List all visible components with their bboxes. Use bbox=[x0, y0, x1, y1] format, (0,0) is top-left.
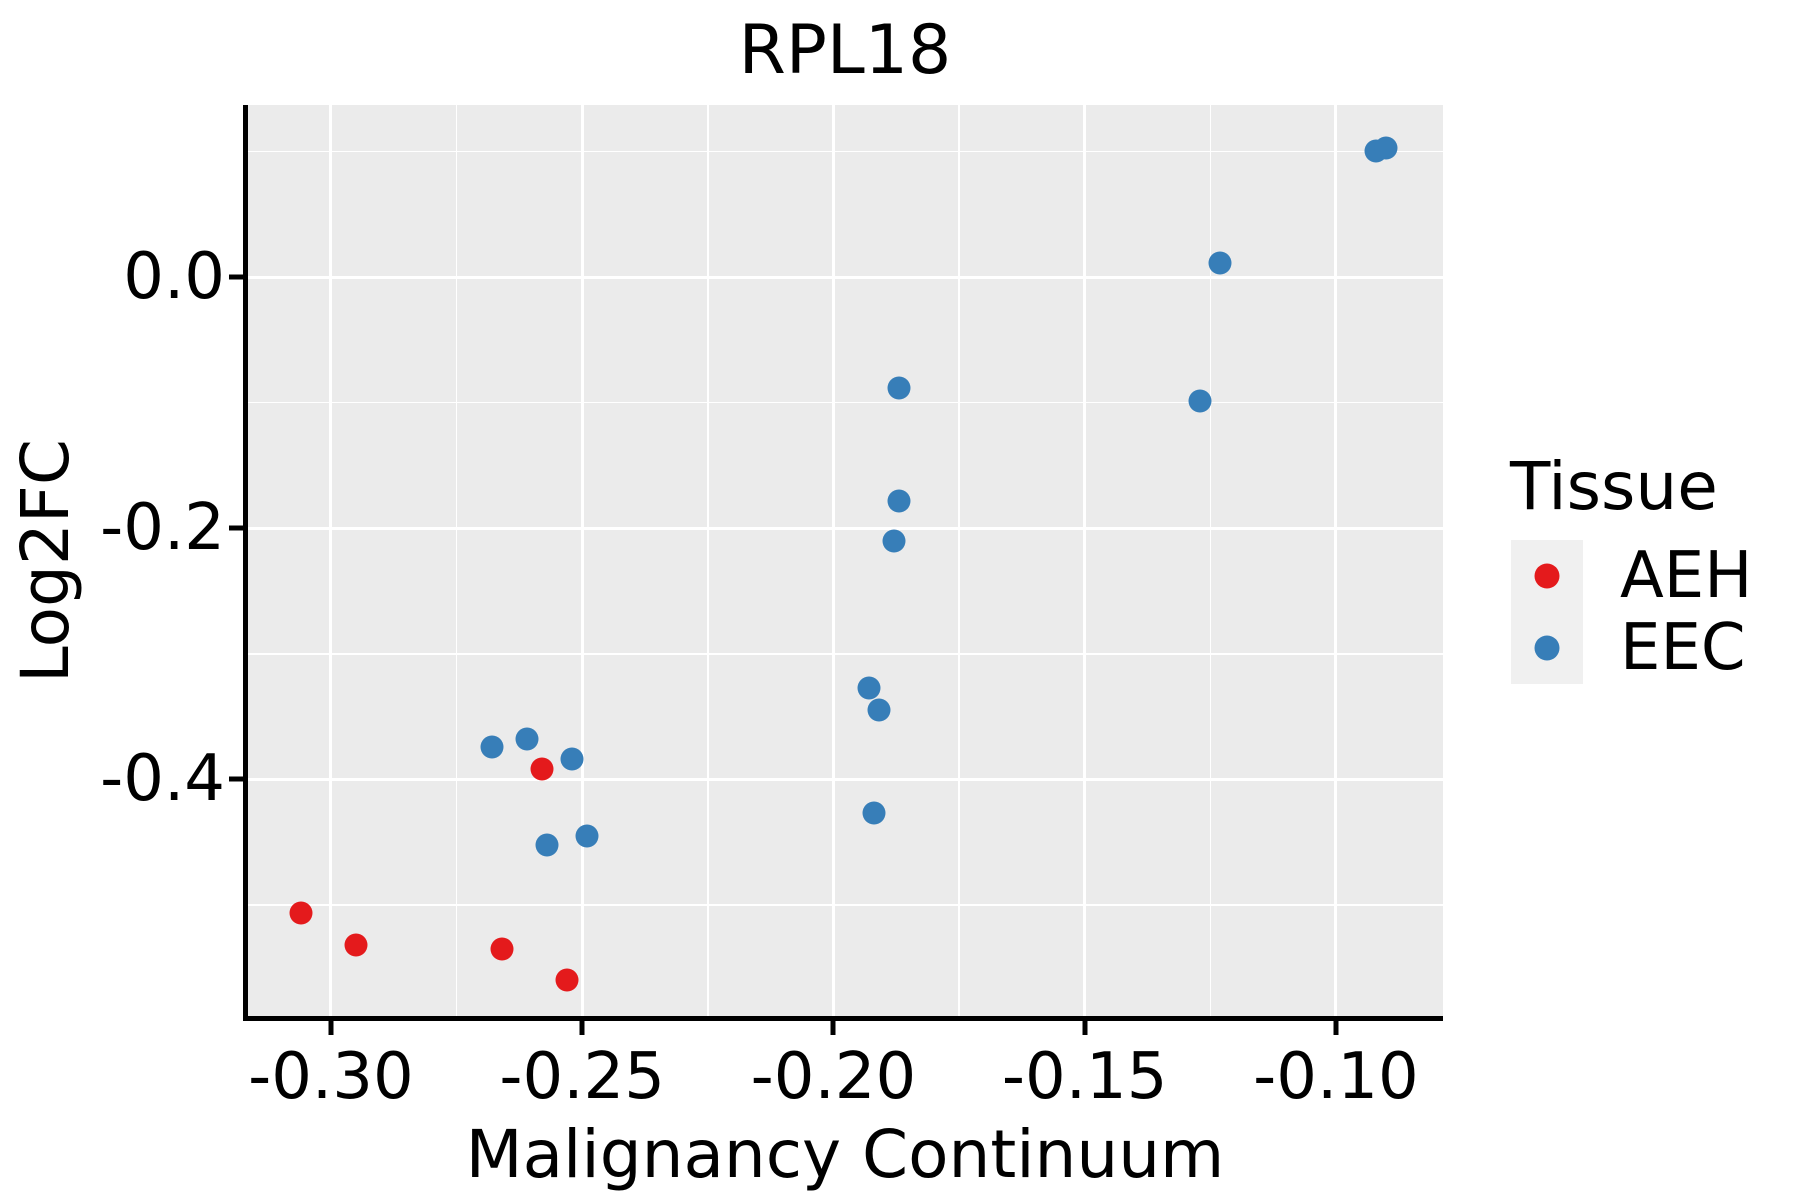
data-point-aeh bbox=[344, 933, 368, 957]
data-point-aeh bbox=[530, 757, 554, 781]
data-point-eec bbox=[1208, 251, 1232, 275]
x-minor-gridline bbox=[455, 105, 458, 1018]
data-point-eec bbox=[560, 747, 584, 771]
x-major-gridline bbox=[329, 105, 333, 1018]
x-major-gridline bbox=[580, 105, 584, 1018]
data-point-eec bbox=[862, 801, 886, 825]
legend-labels: AEH EEC bbox=[1620, 540, 1752, 684]
data-point-eec bbox=[480, 735, 504, 759]
y-tick-label: 0.0 bbox=[123, 240, 225, 315]
y-tick-label: -0.4 bbox=[100, 742, 225, 817]
x-tick-mark bbox=[1333, 1021, 1339, 1035]
y-tick-mark bbox=[229, 776, 243, 782]
data-point-aeh bbox=[555, 968, 579, 992]
plot-panel bbox=[247, 105, 1443, 1018]
data-point-eec bbox=[887, 376, 911, 400]
plot-title: RPL18 bbox=[738, 11, 952, 90]
x-axis-line bbox=[243, 1016, 1443, 1021]
y-tick-mark bbox=[229, 525, 243, 531]
eec-point-icon bbox=[1534, 635, 1560, 661]
legend-title: Tissue bbox=[1510, 448, 1718, 525]
x-tick-mark bbox=[1082, 1021, 1088, 1035]
y-axis-line bbox=[243, 105, 248, 1021]
y-axis-title: Log2FC bbox=[7, 439, 84, 683]
data-point-eec bbox=[867, 698, 891, 722]
x-minor-gridline bbox=[1209, 105, 1212, 1018]
x-tick-mark bbox=[830, 1021, 836, 1035]
y-major-gridline bbox=[247, 526, 1443, 530]
legend-label-eec: EEC bbox=[1620, 611, 1746, 685]
x-major-gridline bbox=[1334, 105, 1338, 1018]
data-point-eec bbox=[1188, 389, 1212, 413]
data-point-eec bbox=[575, 824, 599, 848]
y-minor-gridline bbox=[247, 904, 1443, 906]
y-minor-gridline bbox=[247, 653, 1443, 655]
data-point-eec bbox=[857, 676, 881, 700]
y-major-gridline bbox=[247, 777, 1443, 781]
y-tick-mark bbox=[229, 274, 243, 280]
x-axis-title: Malignancy Continuum bbox=[465, 1116, 1225, 1193]
legend-key-eec bbox=[1511, 612, 1583, 684]
data-point-eec bbox=[515, 727, 539, 751]
x-tick-mark bbox=[328, 1021, 334, 1035]
legend-label-aeh: AEH bbox=[1620, 539, 1753, 613]
x-tick-label: -0.15 bbox=[1001, 1040, 1168, 1114]
data-point-eec bbox=[882, 529, 906, 553]
x-minor-gridline bbox=[707, 105, 709, 1018]
x-tick-label: -0.30 bbox=[248, 1040, 414, 1114]
x-major-gridline bbox=[831, 105, 835, 1018]
data-point-aeh bbox=[289, 901, 313, 924]
x-tick-label: -0.20 bbox=[750, 1040, 917, 1114]
x-tick-label: -0.10 bbox=[1253, 1040, 1419, 1114]
y-tick-label: -0.2 bbox=[100, 491, 225, 566]
x-major-gridline bbox=[1083, 105, 1087, 1018]
y-major-gridline bbox=[247, 275, 1443, 279]
x-tick-mark bbox=[579, 1021, 585, 1035]
y-minor-gridline bbox=[247, 401, 1443, 404]
x-minor-gridline bbox=[958, 105, 960, 1018]
legend-keys bbox=[1511, 540, 1583, 684]
x-tick-label: -0.25 bbox=[499, 1040, 665, 1114]
aeh-point-icon bbox=[1534, 563, 1560, 589]
data-point-eec bbox=[1374, 136, 1398, 160]
y-minor-gridline bbox=[247, 150, 1443, 153]
data-point-eec bbox=[887, 489, 911, 513]
legend-key-aeh bbox=[1511, 540, 1583, 612]
data-point-aeh bbox=[490, 937, 514, 961]
data-point-eec bbox=[535, 833, 559, 857]
